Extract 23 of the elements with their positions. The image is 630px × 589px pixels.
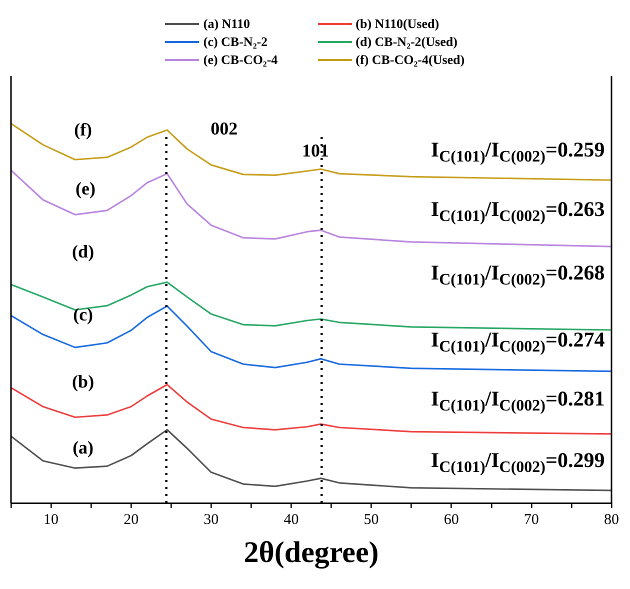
x-tick-label: 50 <box>364 512 379 528</box>
annotation: (a) <box>72 437 94 458</box>
annotation: (e) <box>75 178 96 199</box>
x-tick-label: 10 <box>44 512 59 528</box>
x-tick-label: 40 <box>284 512 299 528</box>
legend-label: (c) CB-N₂-2 <box>203 34 268 50</box>
x-tick-label: 20 <box>124 512 139 528</box>
legend-label: (a) N110 <box>203 16 250 32</box>
x-tick-label: 60 <box>444 512 459 528</box>
legend-label: (f) CB-CO₂-4(Used) <box>356 52 465 68</box>
annotation: (b) <box>72 371 94 392</box>
legend-label: (d) CB-N₂-2(Used) <box>356 34 458 50</box>
x-tick-label: 80 <box>604 512 619 528</box>
x-axis-title: 2θ(degree) <box>244 536 379 569</box>
legend-label: (b) N110(Used) <box>356 16 440 32</box>
x-tick-label: 70 <box>524 512 539 528</box>
annotation: 002 <box>210 118 238 139</box>
annotation: (c) <box>73 304 94 324</box>
annotation: (f) <box>74 119 92 140</box>
annotation: (d) <box>72 242 94 262</box>
legend-label: (e) CB-CO₂-4 <box>203 52 278 68</box>
annotation: 101 <box>302 140 329 161</box>
x-tick-label: 30 <box>204 512 219 528</box>
